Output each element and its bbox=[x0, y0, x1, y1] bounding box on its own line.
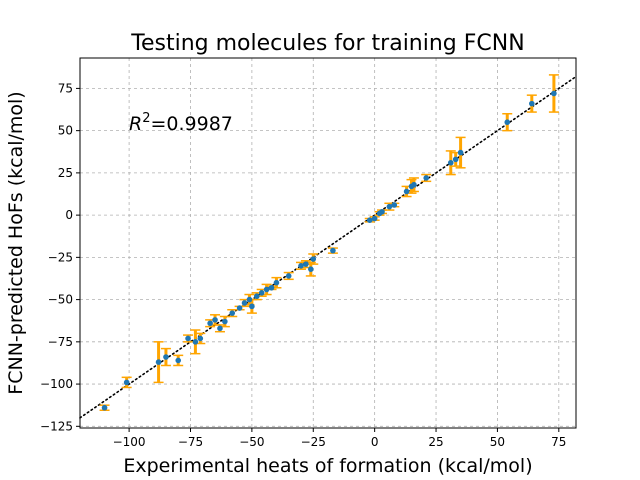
y-tick-label: −75 bbox=[48, 335, 73, 349]
data-point bbox=[391, 202, 398, 208]
x-tick-label: 0 bbox=[371, 435, 379, 449]
data-point bbox=[298, 263, 304, 269]
y-tick-label: 75 bbox=[58, 81, 73, 95]
data-point bbox=[155, 359, 162, 365]
data-point bbox=[273, 279, 280, 286]
data-point bbox=[423, 175, 430, 181]
data-point bbox=[452, 156, 459, 163]
data-point bbox=[175, 357, 182, 364]
x-tick-label: −50 bbox=[239, 435, 264, 449]
data-point bbox=[253, 293, 260, 300]
x-axis-ticks: −100 −75 −50 −25 0 25 50 75 bbox=[113, 428, 566, 449]
y-tick-label: 50 bbox=[58, 124, 73, 138]
data-point bbox=[366, 217, 373, 223]
x-axis-label: Experimental heats of formation (kcal/mo… bbox=[123, 455, 532, 477]
data-point bbox=[330, 247, 336, 254]
data-point bbox=[197, 335, 204, 342]
data-point bbox=[185, 335, 191, 342]
y-tick-label: −50 bbox=[48, 293, 73, 307]
data-point bbox=[411, 181, 417, 188]
data-point bbox=[217, 325, 223, 332]
x-tick-label: 75 bbox=[551, 435, 566, 449]
data-point bbox=[241, 300, 248, 306]
data-point bbox=[263, 286, 270, 293]
y-axis-label: FCNN-predicted HoFs (kcal/mol) bbox=[5, 91, 27, 394]
data-point bbox=[308, 266, 314, 272]
data-point bbox=[285, 273, 292, 279]
data-point bbox=[229, 310, 236, 316]
data-point bbox=[371, 215, 378, 222]
data-point bbox=[101, 404, 108, 411]
grid-lines bbox=[80, 58, 576, 428]
data-points bbox=[101, 90, 557, 411]
y-tick-label: 0 bbox=[65, 208, 73, 222]
x-tick-label: −25 bbox=[301, 435, 326, 449]
data-point bbox=[403, 188, 410, 195]
data-point bbox=[207, 320, 213, 327]
data-point bbox=[504, 119, 511, 126]
data-point bbox=[123, 379, 130, 386]
data-point bbox=[258, 290, 265, 296]
y-tick-label: −25 bbox=[48, 250, 73, 264]
r-squared-annotation: R2=0.9987 bbox=[129, 111, 233, 135]
x-tick-label: 25 bbox=[428, 435, 443, 449]
y-axis-ticks: −125 −100 −75 −50 −25 0 25 50 75 bbox=[40, 81, 80, 433]
x-tick-label: −75 bbox=[178, 435, 203, 449]
reference-line-layer bbox=[79, 75, 577, 419]
data-point bbox=[551, 90, 557, 97]
plot-frame bbox=[79, 57, 577, 429]
data-point bbox=[268, 284, 275, 291]
r-symbol: R bbox=[129, 113, 142, 135]
data-point bbox=[249, 303, 255, 310]
data-point bbox=[212, 317, 218, 323]
reference-line bbox=[79, 75, 577, 419]
data-point bbox=[386, 203, 393, 210]
data-point bbox=[163, 354, 169, 360]
y-tick-label: −100 bbox=[40, 377, 73, 391]
data-point bbox=[222, 318, 228, 325]
x-tick-label: −100 bbox=[113, 435, 146, 449]
r-squared-exponent: 2 bbox=[142, 111, 150, 126]
x-tick-label: 50 bbox=[490, 435, 505, 449]
r-squared-value: =0.9987 bbox=[150, 113, 232, 135]
data-point bbox=[457, 149, 464, 156]
data-point bbox=[529, 100, 535, 107]
y-tick-label: 25 bbox=[58, 166, 73, 180]
data-point bbox=[310, 256, 317, 262]
chart-title: Testing molecules for training FCNN bbox=[130, 31, 524, 56]
data-point bbox=[192, 339, 199, 345]
data-point bbox=[303, 261, 309, 267]
y-tick-label: −125 bbox=[40, 419, 73, 433]
data-point bbox=[246, 296, 253, 303]
data-point bbox=[379, 208, 385, 215]
data-point bbox=[447, 159, 454, 166]
data-point bbox=[236, 305, 243, 311]
